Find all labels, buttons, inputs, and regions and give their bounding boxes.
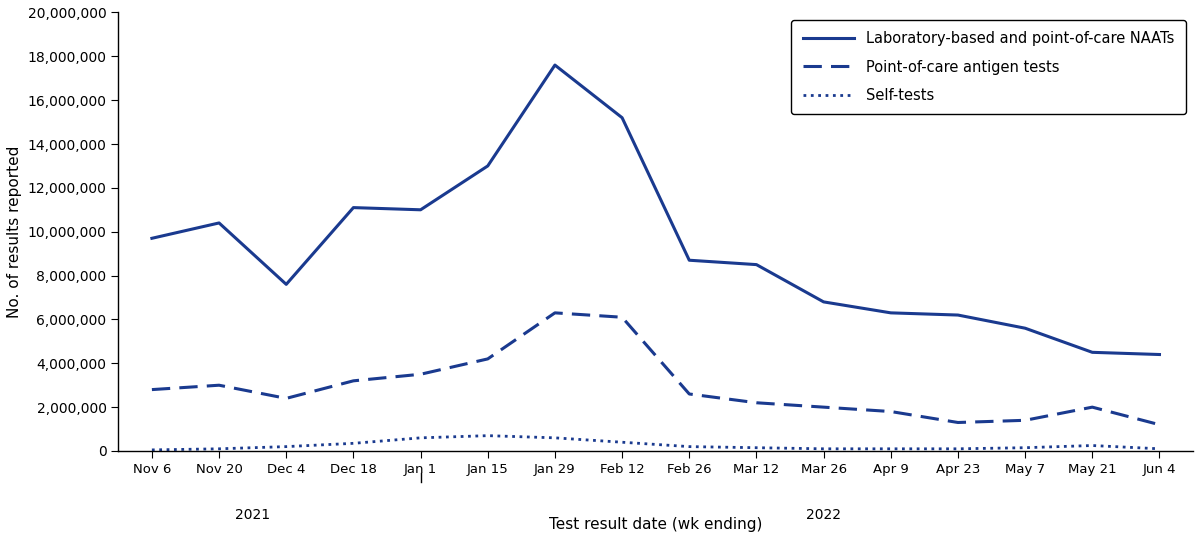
Line: Self-tests: Self-tests — [152, 436, 1159, 450]
Laboratory-based and point-of-care NAATs — [749, 261, 763, 268]
Point-of-care antigen tests — [816, 404, 830, 410]
Laboratory-based and point-of-care NAATs — [347, 204, 361, 211]
Self-tests — [413, 434, 427, 441]
Point-of-care antigen tests — [347, 377, 361, 384]
Self-tests — [347, 440, 361, 447]
Self-tests — [1085, 442, 1099, 449]
Self-tests — [212, 446, 227, 452]
Self-tests — [547, 434, 562, 441]
Point-of-care antigen tests — [749, 399, 763, 406]
Self-tests — [145, 447, 160, 453]
Legend: Laboratory-based and point-of-care NAATs, Point-of-care antigen tests, Self-test: Laboratory-based and point-of-care NAATs… — [791, 20, 1186, 114]
Point-of-care antigen tests — [1085, 404, 1099, 410]
Line: Point-of-care antigen tests: Point-of-care antigen tests — [152, 313, 1159, 425]
Laboratory-based and point-of-care NAATs — [1018, 325, 1032, 332]
Self-tests — [816, 446, 830, 452]
Point-of-care antigen tests — [547, 310, 562, 316]
Self-tests — [280, 443, 294, 450]
Laboratory-based and point-of-care NAATs — [212, 219, 227, 226]
Point-of-care antigen tests — [1018, 417, 1032, 424]
Laboratory-based and point-of-care NAATs — [280, 281, 294, 288]
Point-of-care antigen tests — [682, 390, 696, 397]
Laboratory-based and point-of-care NAATs — [145, 235, 160, 241]
Laboratory-based and point-of-care NAATs — [883, 310, 898, 316]
Laboratory-based and point-of-care NAATs — [480, 163, 494, 169]
Text: 2022: 2022 — [806, 508, 841, 522]
Laboratory-based and point-of-care NAATs — [950, 312, 965, 318]
Self-tests — [749, 444, 763, 451]
Point-of-care antigen tests — [614, 314, 629, 321]
Point-of-care antigen tests — [480, 356, 494, 362]
Text: 2021: 2021 — [235, 508, 270, 522]
X-axis label: Test result date (wk ending): Test result date (wk ending) — [548, 518, 762, 532]
Self-tests — [1152, 446, 1166, 452]
Self-tests — [614, 439, 629, 446]
Laboratory-based and point-of-care NAATs — [614, 114, 629, 121]
Laboratory-based and point-of-care NAATs — [682, 257, 696, 263]
Point-of-care antigen tests — [413, 371, 427, 377]
Y-axis label: No. of results reported: No. of results reported — [7, 146, 22, 318]
Point-of-care antigen tests — [280, 395, 294, 402]
Self-tests — [1018, 444, 1032, 451]
Self-tests — [950, 446, 965, 452]
Laboratory-based and point-of-care NAATs — [547, 62, 562, 68]
Self-tests — [682, 443, 696, 450]
Self-tests — [883, 446, 898, 452]
Self-tests — [480, 432, 494, 439]
Point-of-care antigen tests — [145, 386, 160, 393]
Point-of-care antigen tests — [1152, 421, 1166, 428]
Point-of-care antigen tests — [950, 419, 965, 426]
Laboratory-based and point-of-care NAATs — [1152, 351, 1166, 358]
Laboratory-based and point-of-care NAATs — [413, 206, 427, 213]
Laboratory-based and point-of-care NAATs — [816, 299, 830, 305]
Laboratory-based and point-of-care NAATs — [1085, 349, 1099, 356]
Line: Laboratory-based and point-of-care NAATs: Laboratory-based and point-of-care NAATs — [152, 65, 1159, 355]
Point-of-care antigen tests — [883, 408, 898, 415]
Point-of-care antigen tests — [212, 382, 227, 388]
